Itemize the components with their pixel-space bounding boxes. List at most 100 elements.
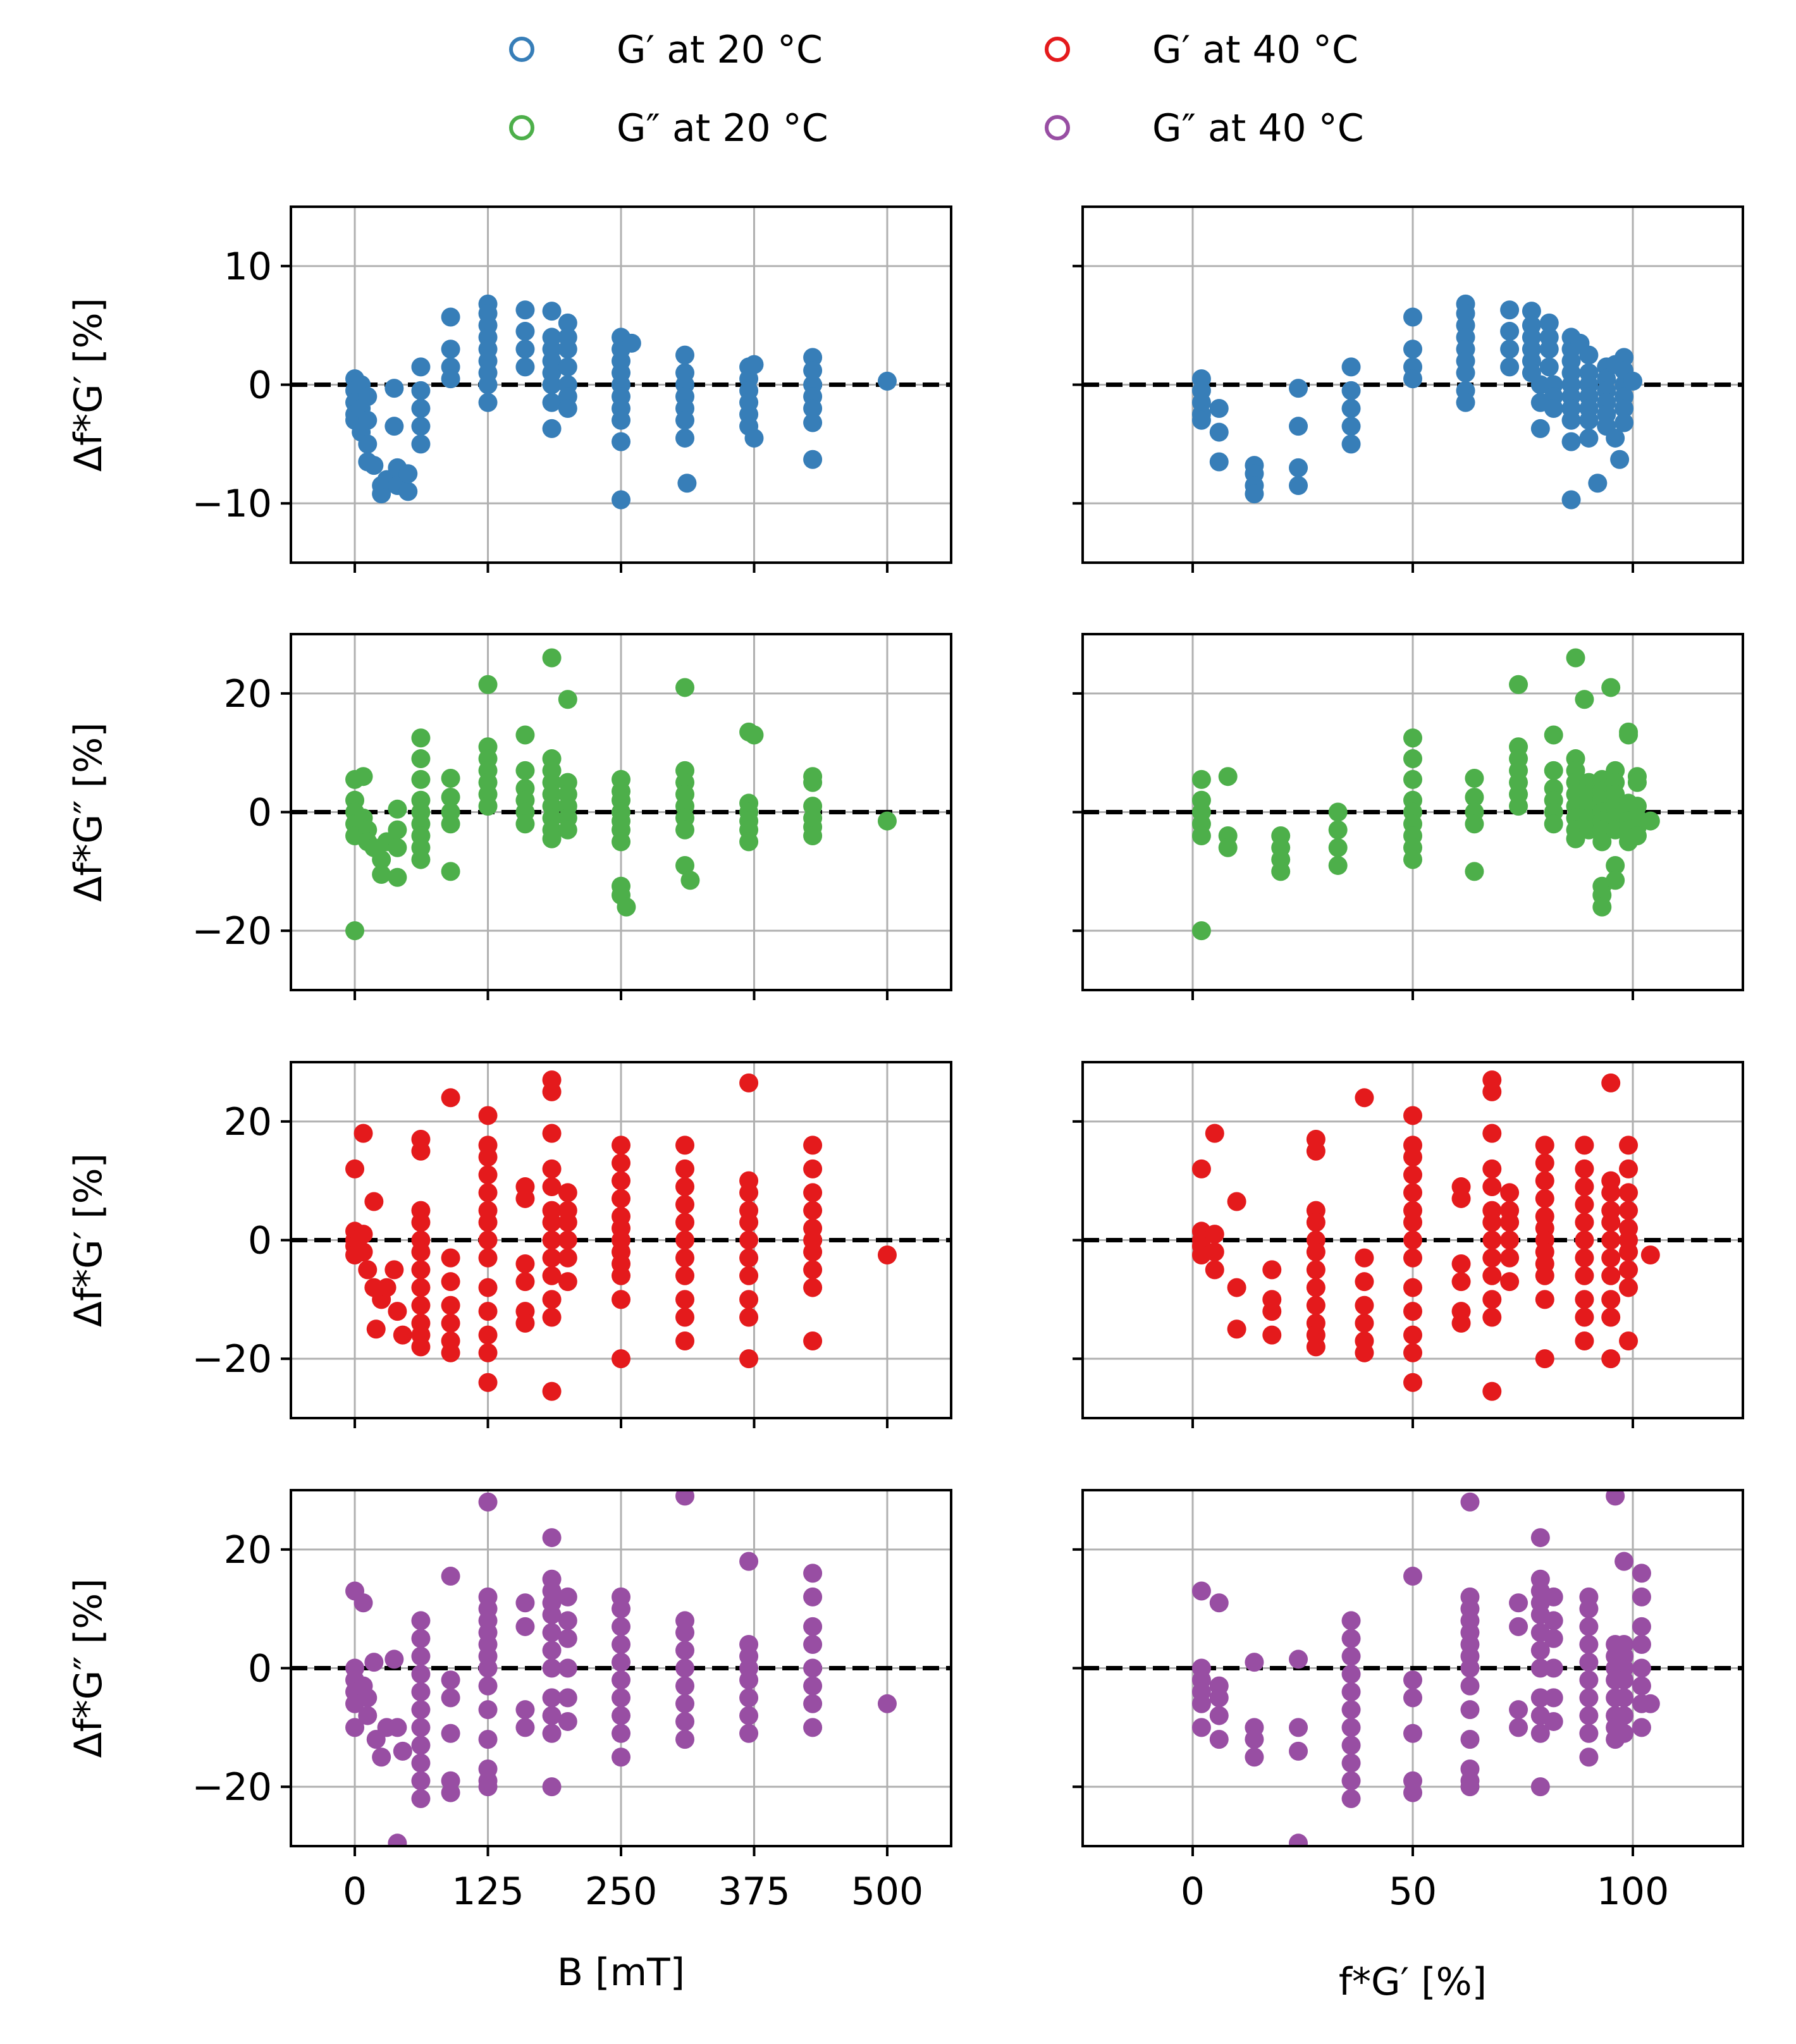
data-point — [1328, 855, 1348, 875]
data-point — [1341, 1753, 1361, 1773]
data-point — [1592, 832, 1612, 852]
data-point — [739, 1266, 759, 1285]
data-point — [1601, 1230, 1621, 1250]
data-point — [542, 1290, 562, 1309]
legend-label: G′ at 40 °C — [1152, 28, 1358, 72]
data-point — [364, 1653, 384, 1672]
data-point — [354, 1593, 373, 1613]
data-point — [1209, 1593, 1229, 1613]
data-point — [354, 1123, 373, 1143]
data-point — [358, 410, 378, 430]
data-point — [1403, 1723, 1422, 1743]
data-point — [1544, 761, 1563, 780]
data-point — [1615, 1723, 1634, 1743]
data-point — [803, 773, 823, 792]
data-point — [1535, 1153, 1554, 1173]
data-point — [515, 340, 535, 359]
data-point — [612, 832, 630, 852]
data-point — [1341, 1789, 1361, 1808]
panel-r2-c1 — [1073, 1061, 1744, 1428]
data-point — [515, 357, 535, 377]
data-point — [515, 1272, 535, 1292]
data-point — [1535, 1290, 1554, 1309]
data-point — [1306, 1141, 1325, 1161]
data-point — [478, 675, 498, 694]
data-point — [411, 850, 431, 869]
data-point — [1403, 1106, 1422, 1125]
data-point — [441, 1670, 460, 1690]
data-point — [1530, 1528, 1550, 1548]
data-point — [1632, 1617, 1651, 1636]
data-point — [675, 1641, 695, 1660]
data-point — [1403, 1567, 1422, 1586]
data-point — [411, 1682, 431, 1702]
y-tick-label: 20 — [224, 1528, 272, 1572]
data-point — [388, 1833, 407, 1846]
data-point — [622, 333, 641, 353]
data-point — [384, 1649, 404, 1669]
data-point — [1403, 728, 1422, 748]
data-point — [1403, 1302, 1422, 1321]
data-point — [1191, 410, 1211, 430]
data-point — [803, 360, 823, 380]
data-point — [1209, 422, 1229, 442]
data-point — [739, 1183, 759, 1203]
data-point — [612, 1634, 630, 1654]
data-point — [1530, 1777, 1550, 1797]
data-point — [675, 1248, 695, 1268]
data-point — [1579, 410, 1599, 430]
data-point — [542, 1159, 562, 1178]
data-point — [558, 1272, 577, 1292]
data-point — [612, 410, 630, 430]
data-point — [1482, 1213, 1502, 1232]
data-point — [1500, 300, 1520, 320]
data-point — [1509, 1593, 1528, 1613]
data-point — [1289, 1649, 1308, 1669]
data-point — [612, 490, 630, 510]
data-point — [1460, 1658, 1480, 1678]
data-point — [1306, 1278, 1325, 1297]
data-point — [441, 1313, 460, 1333]
data-point — [803, 1676, 823, 1696]
data-point — [1341, 1629, 1361, 1648]
panel-r1-c1 — [1073, 633, 1744, 1000]
data-point — [1460, 1492, 1480, 1512]
data-point — [612, 1670, 630, 1690]
data-point — [1575, 1213, 1594, 1232]
data-point — [1606, 428, 1625, 448]
data-point — [675, 1177, 695, 1197]
data-point — [478, 1165, 498, 1185]
data-point — [358, 387, 378, 407]
data-point — [1619, 1135, 1639, 1155]
data-point — [1289, 1718, 1308, 1737]
data-point — [675, 428, 695, 448]
data-point — [1289, 417, 1308, 436]
panels: −10 0 10 Δf*G′ [%] −20 0 20 Δf*G″ [%] −20 0 20 Δf*G… — [66, 205, 1744, 1914]
data-point — [1403, 1248, 1422, 1268]
data-point — [803, 1617, 823, 1636]
data-point — [441, 1343, 460, 1362]
data-point — [558, 357, 577, 377]
data-point — [1544, 1688, 1563, 1708]
data-point — [515, 1593, 535, 1613]
data-point — [1403, 1688, 1422, 1708]
data-point — [1640, 811, 1660, 831]
data-point — [803, 1694, 823, 1713]
data-point — [1579, 1599, 1599, 1619]
data-point — [411, 1611, 431, 1631]
data-point — [1579, 1688, 1599, 1708]
data-point — [1561, 410, 1581, 430]
data-point — [1544, 1658, 1563, 1678]
data-point — [1579, 428, 1599, 448]
data-point — [612, 1266, 630, 1285]
data-point — [542, 1307, 562, 1327]
data-point — [1535, 1135, 1554, 1155]
data-point — [1403, 369, 1422, 389]
data-point — [677, 474, 697, 493]
data-point — [612, 1747, 630, 1767]
x-tick-label: 500 — [851, 1870, 924, 1914]
data-point — [1341, 434, 1361, 454]
data-point — [739, 1230, 759, 1250]
data-point — [1328, 820, 1348, 840]
data-point — [1355, 1343, 1374, 1362]
